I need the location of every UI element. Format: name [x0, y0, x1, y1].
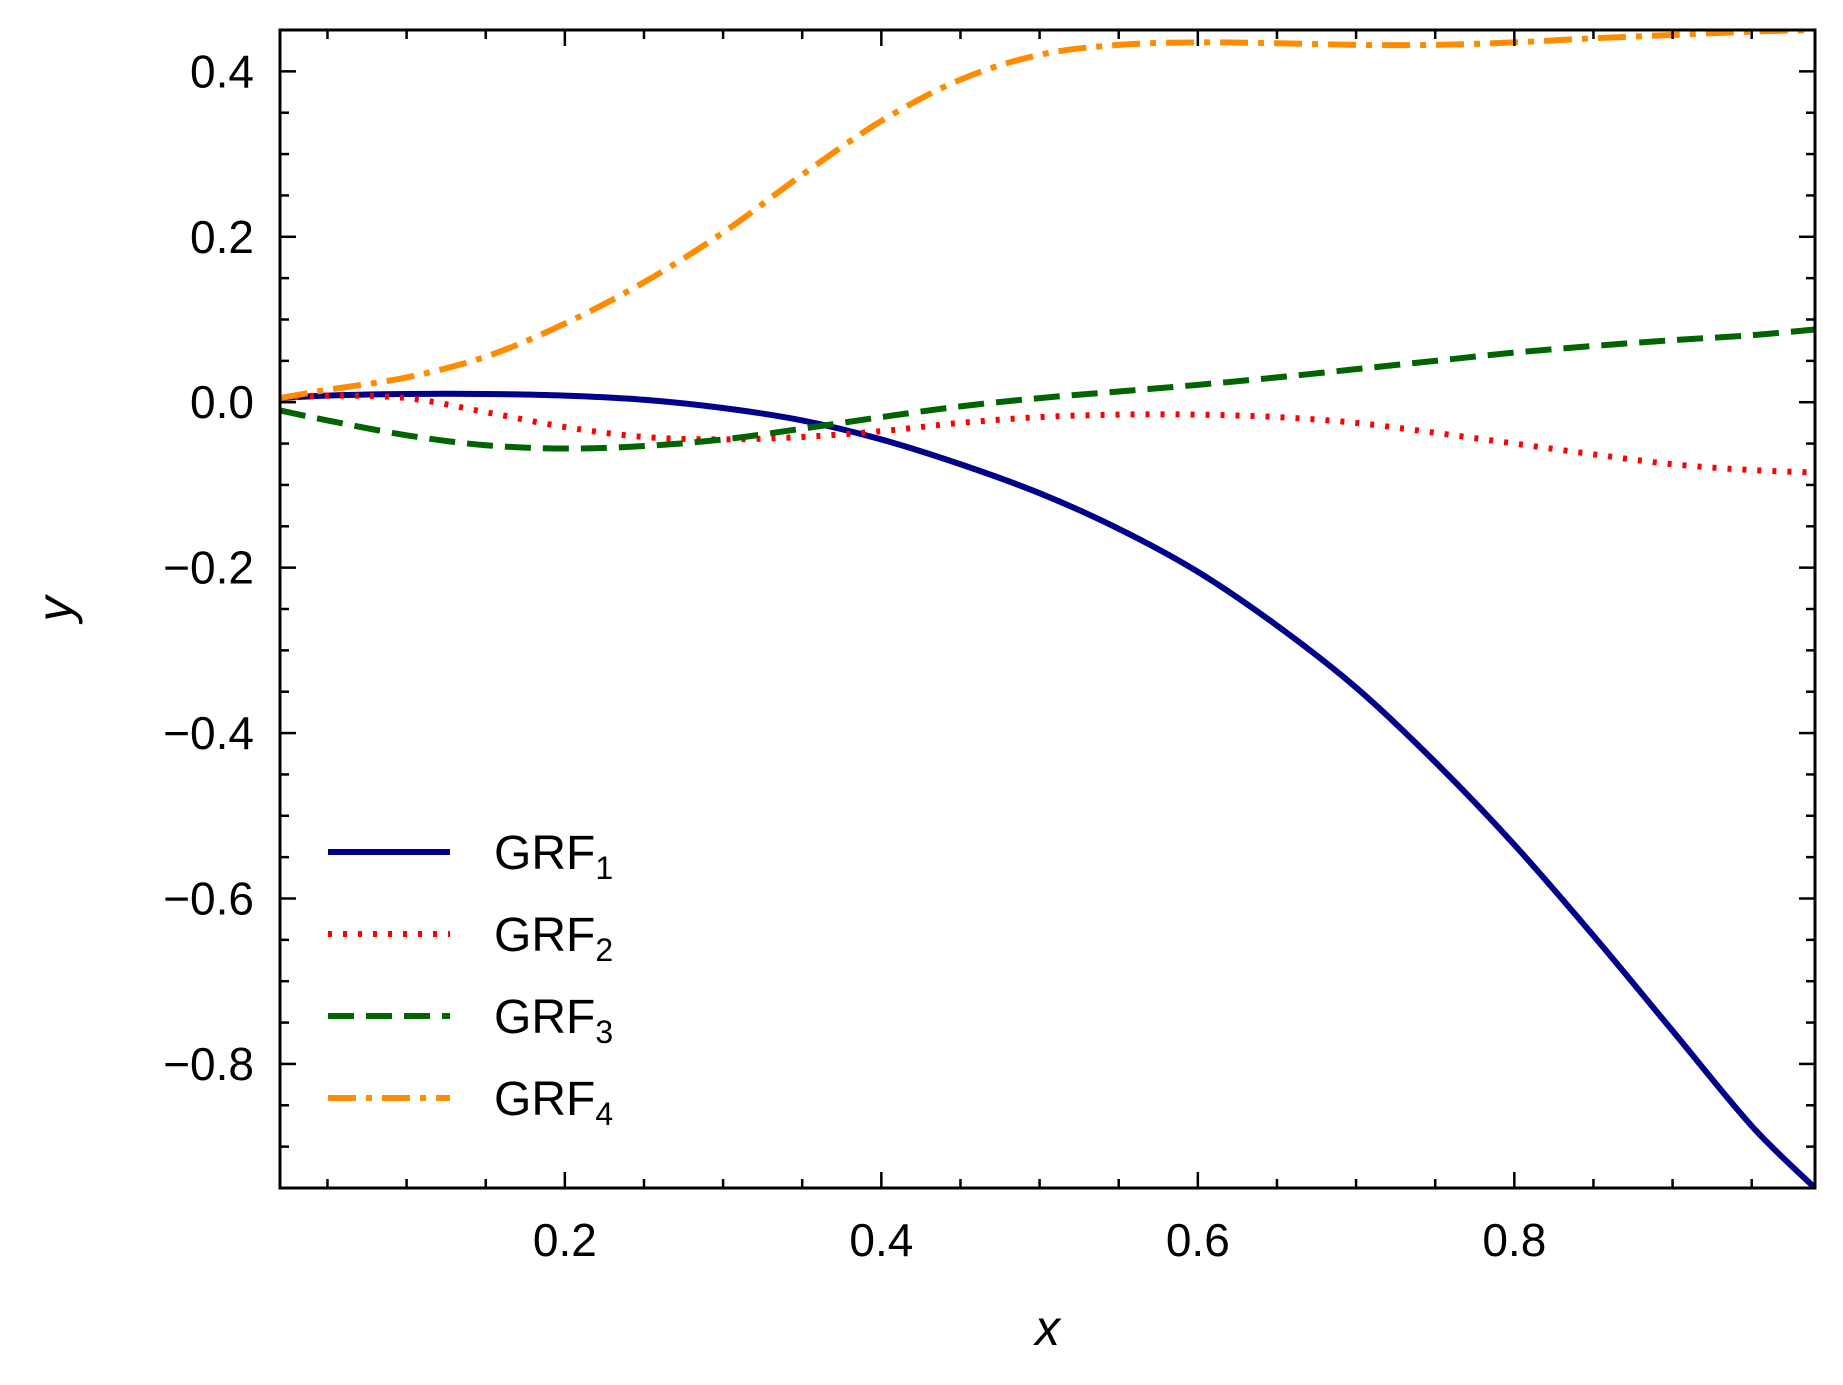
x-axis-title: x — [1033, 1300, 1062, 1356]
legend-label: GRF1 — [494, 827, 613, 886]
legend: GRF1 GRF2 GRF3 GRF4 — [328, 827, 613, 1132]
y-tick-label: 0.2 — [190, 211, 254, 263]
x-tick-label: 0.8 — [1482, 1214, 1546, 1266]
ticks-layer: 0.2 0.4 0.6 0.8 −0.8 −0.6 −0.4 −0.2 0.0 0.2 0.4 — [163, 28, 1815, 1266]
legend-label: GRF3 — [494, 991, 613, 1050]
y-tick-label: 0.0 — [190, 376, 254, 428]
y-tick-label: −0.2 — [163, 542, 254, 594]
series-line-2 — [280, 392, 1815, 476]
legend-label: GRF2 — [494, 909, 613, 968]
x-tick-label: 0.4 — [849, 1214, 913, 1266]
series-line-3 — [280, 326, 1815, 452]
legend-entry-4: GRF4 — [328, 1073, 613, 1132]
y-tick-label: −0.4 — [163, 707, 254, 759]
legend-entry-3: GRF3 — [328, 991, 613, 1050]
x-tick-label: 0.2 — [533, 1214, 597, 1266]
legend-entry-2: GRF2 — [328, 909, 613, 968]
y-tick-label: −0.8 — [163, 1038, 254, 1090]
plot-frame — [278, 28, 1817, 1190]
y-tick-label: −0.6 — [163, 873, 254, 925]
y-tick-label: 0.4 — [190, 45, 254, 97]
legend-entry-1: GRF1 — [328, 827, 613, 886]
series-line-4 — [280, 30, 1815, 402]
x-tick-label: 0.6 — [1166, 1214, 1230, 1266]
series-layer — [280, 30, 1815, 1188]
y-axis-title: y — [27, 594, 83, 625]
legend-label: GRF4 — [494, 1073, 613, 1132]
series-line-1 — [280, 390, 1815, 1188]
